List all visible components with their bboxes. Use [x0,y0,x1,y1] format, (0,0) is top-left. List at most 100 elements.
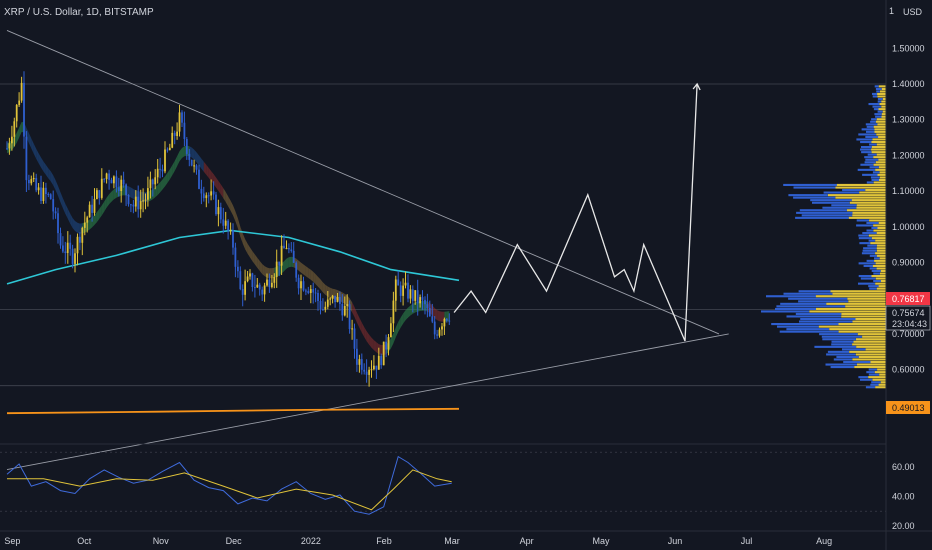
candle-body[interactable] [49,194,52,200]
candle-body[interactable] [115,176,118,188]
candle-body[interactable] [30,179,33,184]
candle-body[interactable] [256,284,259,288]
candle-body[interactable] [217,207,220,215]
candle-body[interactable] [363,369,366,372]
candle-body[interactable] [433,321,436,335]
candle-body[interactable] [202,193,205,199]
candle-body[interactable] [103,178,106,180]
candle-body[interactable] [285,248,288,249]
candle-body[interactable] [144,199,147,201]
candle-body[interactable] [404,282,407,286]
candle-body[interactable] [6,148,8,150]
candle-body[interactable] [215,194,217,215]
candle-body[interactable] [358,359,361,365]
candle-body[interactable] [164,149,166,172]
candle-body[interactable] [23,82,25,137]
projection-line[interactable] [453,83,698,342]
descending-trendline[interactable] [6,29,720,335]
candle-body[interactable] [113,176,115,184]
candle-body[interactable] [246,276,249,282]
candle-body[interactable] [154,177,157,185]
candle-body[interactable] [351,328,353,330]
candle-body[interactable] [368,369,370,375]
candle-body[interactable] [76,236,79,254]
candle-body[interactable] [431,316,434,322]
candle-body[interactable] [130,204,132,206]
candle-body[interactable] [120,179,123,191]
candle-body[interactable] [173,132,176,136]
candle-body[interactable] [314,292,317,294]
candle-body[interactable] [448,320,451,322]
candle-body[interactable] [74,253,76,264]
candle-body[interactable] [399,285,402,296]
candle-body[interactable] [88,204,91,218]
candle-body[interactable] [290,249,293,252]
candle-body[interactable] [343,306,346,316]
candle-body[interactable] [62,245,64,252]
candle-body[interactable] [334,295,336,303]
candle-body[interactable] [249,273,251,277]
candle-body[interactable] [312,289,315,293]
candle-body[interactable] [407,282,409,299]
candle-body[interactable] [424,299,426,305]
candle-body[interactable] [297,277,300,289]
candle-body[interactable] [317,293,319,301]
candle-body[interactable] [445,318,448,321]
candle-body[interactable] [156,168,159,178]
candle-body[interactable] [83,222,86,228]
candle-body[interactable] [280,245,283,266]
candle-body[interactable] [11,136,13,144]
candle-body[interactable] [35,178,38,191]
candle-body[interactable] [261,289,264,295]
candle-body[interactable] [81,227,84,243]
candle-body[interactable] [147,188,149,200]
candle-body[interactable] [161,169,164,172]
candle-body[interactable] [117,187,120,191]
candle-body[interactable] [428,308,431,317]
candle-body[interactable] [365,371,368,375]
candle-body[interactable] [348,304,351,329]
candles[interactable] [6,71,451,387]
candle-body[interactable] [263,285,266,295]
candle-body[interactable] [188,153,191,160]
candle-body[interactable] [13,121,16,137]
candle-body[interactable] [8,143,11,149]
candle-body[interactable] [385,341,387,350]
candle-body[interactable] [271,282,273,288]
candle-body[interactable] [227,220,229,231]
candle-body[interactable] [151,179,154,185]
candle-body[interactable] [382,341,385,366]
candle-body[interactable] [258,284,261,290]
candle-body[interactable] [377,355,380,370]
candle-body[interactable] [171,132,174,148]
candle-body[interactable] [305,290,307,292]
candle-body[interactable] [127,195,130,205]
candle-body[interactable] [47,194,50,195]
candle-body[interactable] [198,169,200,189]
candle-body[interactable] [110,179,113,184]
candle-body[interactable] [159,168,161,170]
candle-body[interactable] [142,200,144,202]
candle-body[interactable] [210,191,212,196]
candle-body[interactable] [71,248,74,264]
candle-body[interactable] [222,219,225,226]
candle-body[interactable] [28,180,30,184]
candle-body[interactable] [219,207,222,220]
candle-body[interactable] [251,273,254,287]
candle-body[interactable] [98,190,101,198]
candle-body[interactable] [149,179,152,189]
candle-body[interactable] [207,195,210,197]
candle-body[interactable] [273,277,276,283]
candle-body[interactable] [254,287,256,289]
candle-body[interactable] [91,204,93,213]
candle-body[interactable] [353,328,356,349]
candle-body[interactable] [339,297,341,304]
candle-body[interactable] [193,165,195,167]
candle-body[interactable] [329,298,332,300]
candle-body[interactable] [54,211,57,214]
candle-body[interactable] [375,365,378,370]
candle-body[interactable] [414,290,417,301]
candle-body[interactable] [341,304,344,316]
candle-body[interactable] [232,230,234,248]
candle-body[interactable] [283,245,285,249]
